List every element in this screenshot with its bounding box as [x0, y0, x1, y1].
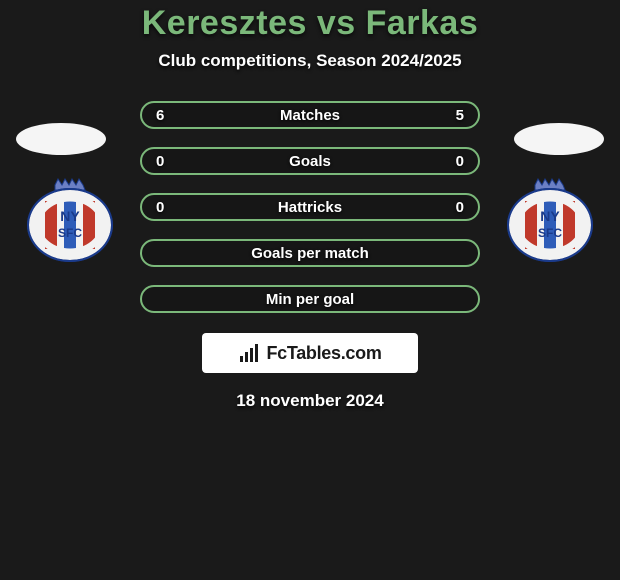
stat-value-right: 0	[444, 153, 464, 170]
stat-value-left: 0	[156, 199, 176, 216]
shield-icon: NY SFC	[20, 177, 120, 263]
stat-row: Goals per match	[140, 239, 480, 267]
stat-value-left: 0	[156, 153, 176, 170]
bar-chart-icon	[238, 342, 260, 364]
svg-text:SFC: SFC	[538, 226, 562, 240]
svg-text:NY: NY	[60, 208, 80, 224]
stats-list: 6Matches50Goals00Hattricks0Goals per mat…	[140, 101, 480, 313]
stat-value-right: 0	[444, 199, 464, 216]
stat-label: Min per goal	[266, 291, 354, 308]
stat-value-left: 6	[156, 107, 176, 124]
stat-row: 6Matches5	[140, 101, 480, 129]
svg-text:SFC: SFC	[58, 226, 82, 240]
brand-badge: FcTables.com	[202, 333, 418, 373]
h2h-infographic: Keresztes vs Farkas Club competitions, S…	[0, 0, 620, 580]
stat-value-right: 5	[444, 107, 464, 124]
stat-row: 0Hattricks0	[140, 193, 480, 221]
subtitle: Club competitions, Season 2024/2025	[0, 51, 620, 71]
player-avatar-left	[16, 123, 106, 155]
shield-icon: NY SFC	[500, 177, 600, 263]
stat-label: Matches	[176, 107, 444, 124]
brand-text: FcTables.com	[266, 343, 381, 364]
date-label: 18 november 2024	[0, 391, 620, 411]
stat-row: 0Goals0	[140, 147, 480, 175]
stat-label: Goals per match	[251, 245, 369, 262]
player-avatar-right	[514, 123, 604, 155]
club-badge-right: NY SFC	[500, 177, 600, 263]
stat-label: Hattricks	[176, 199, 444, 216]
club-badge-left: NY SFC	[20, 177, 120, 263]
svg-text:NY: NY	[540, 208, 560, 224]
stat-row: Min per goal	[140, 285, 480, 313]
stat-label: Goals	[176, 153, 444, 170]
page-title: Keresztes vs Farkas	[0, 4, 620, 43]
